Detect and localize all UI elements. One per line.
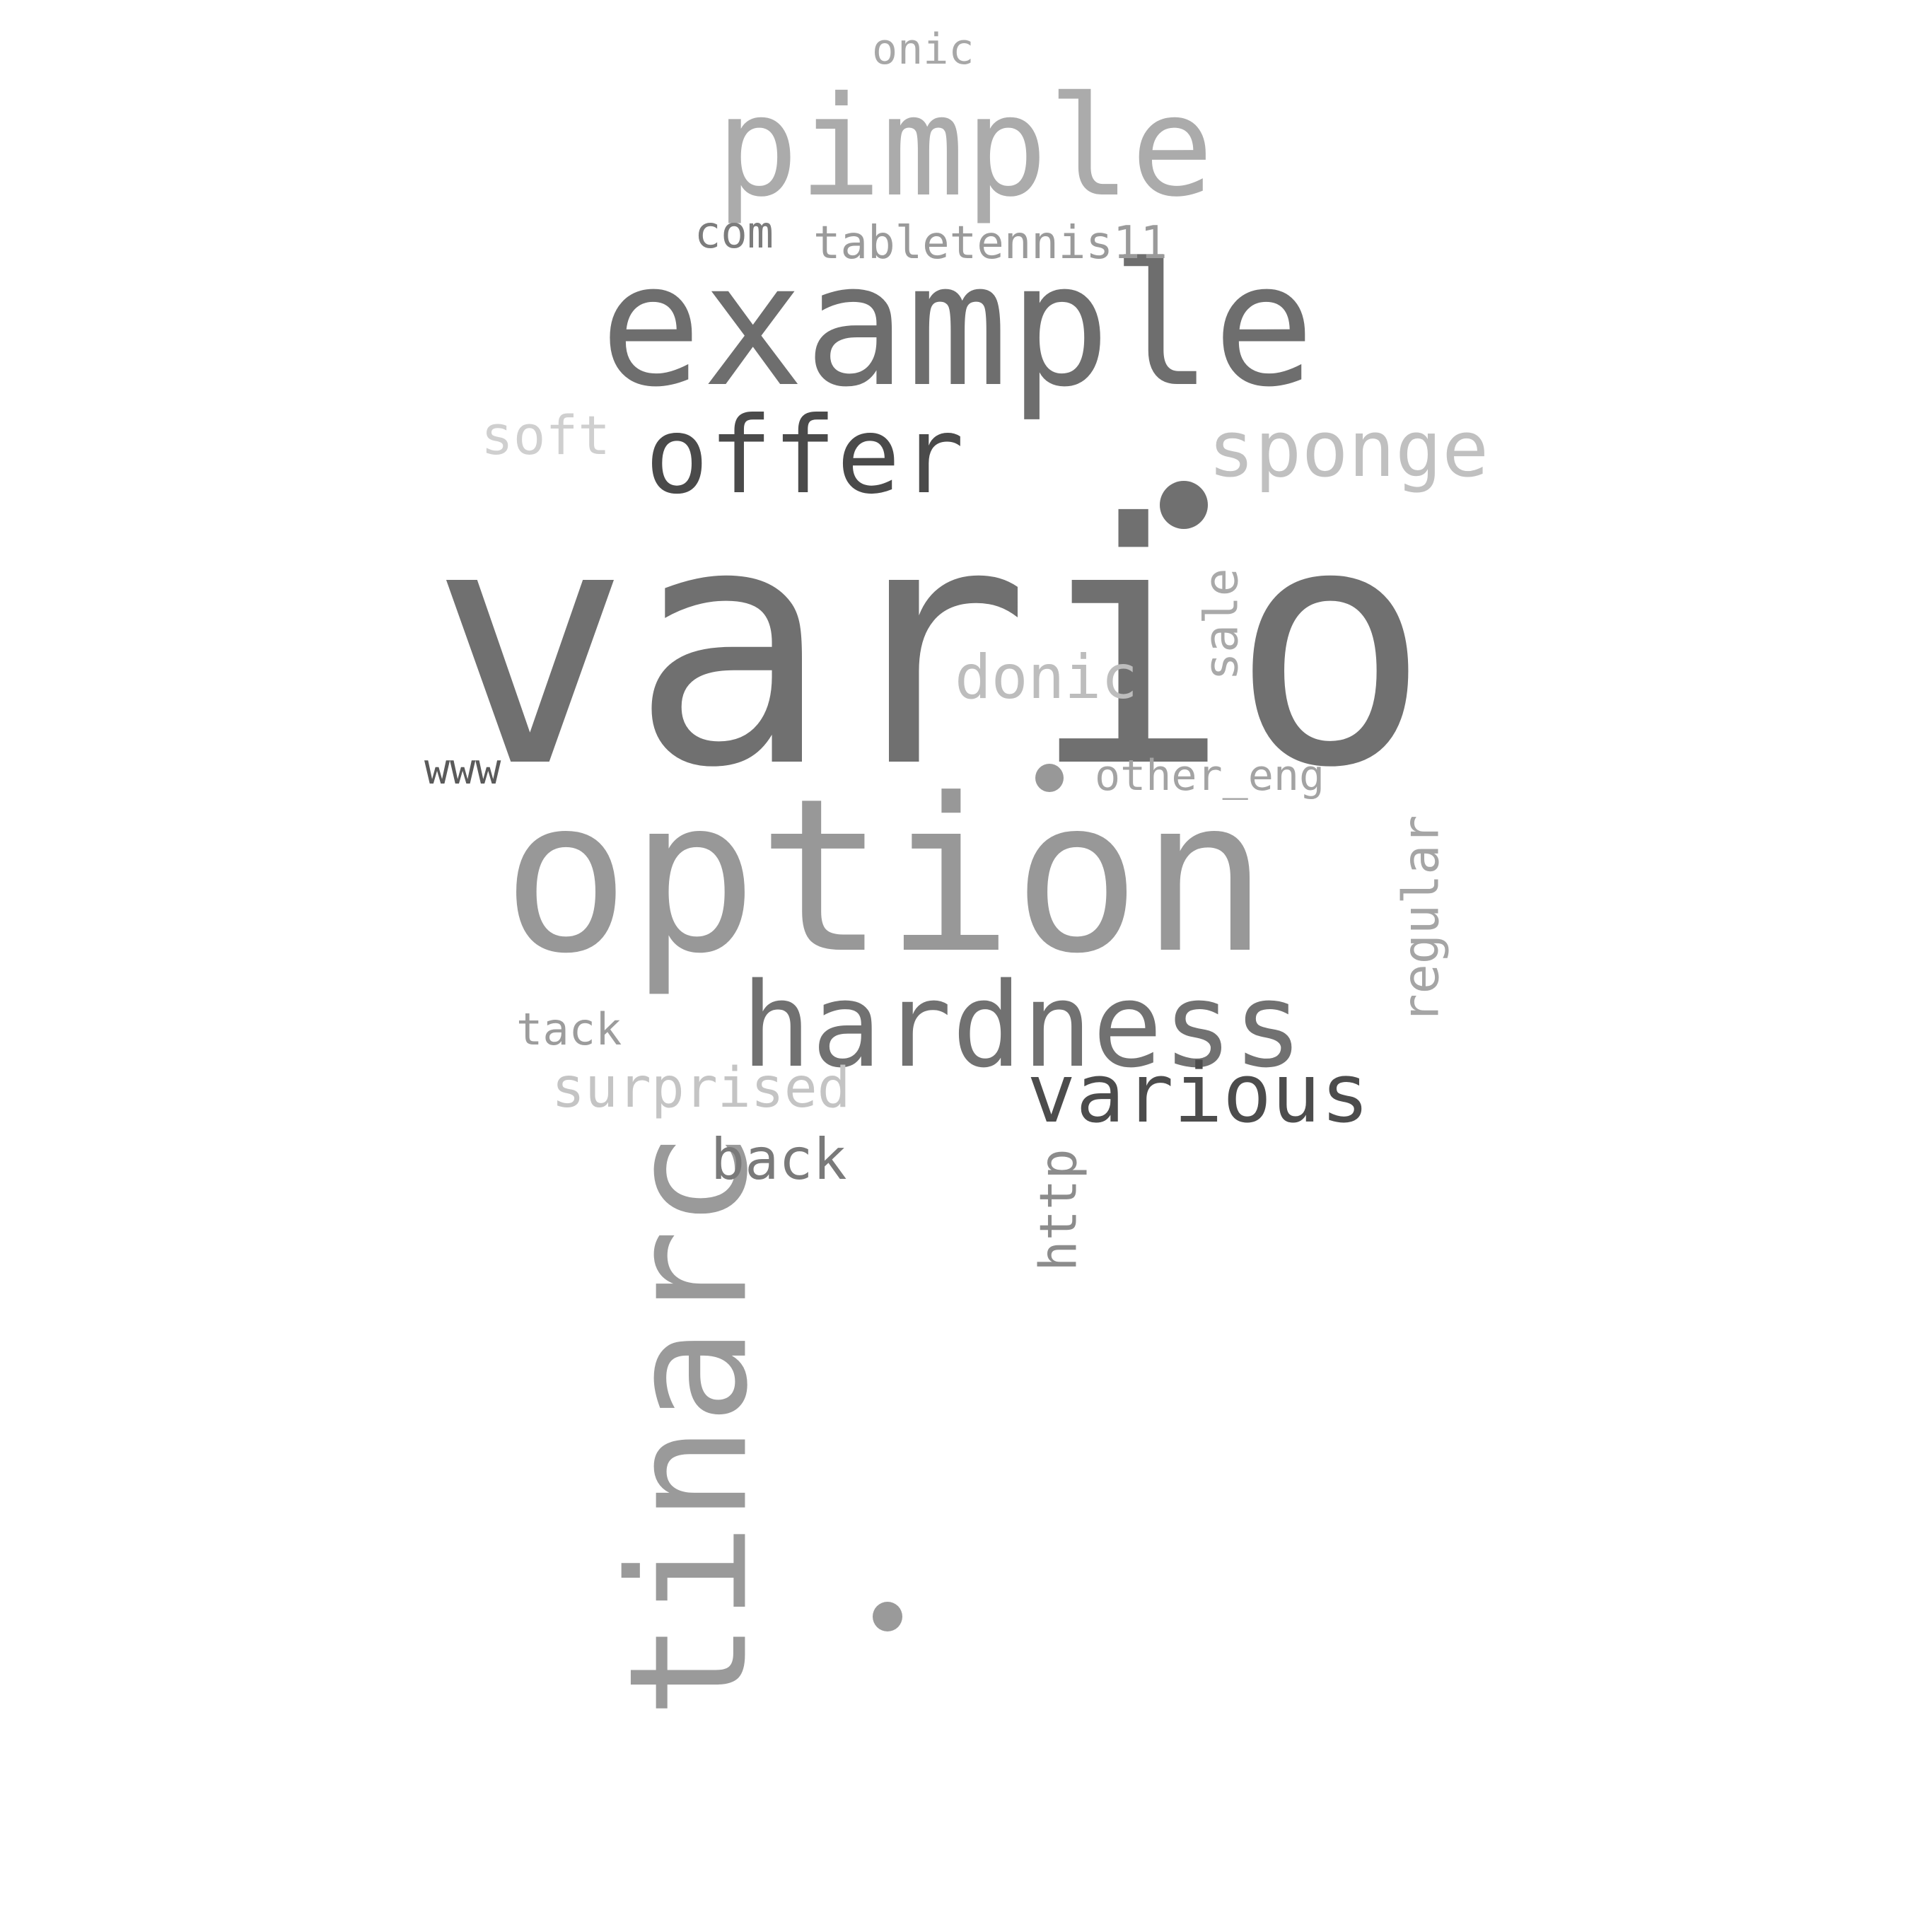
word-donic: donic [955,642,1138,713]
word-http: http [1028,1148,1088,1271]
dot-vario [1160,481,1208,529]
word-offer: offer [645,395,965,518]
word-various: various [1027,1047,1370,1141]
word-pimple: pimple [716,66,1214,227]
word-tinarc: tinarc [595,1131,784,1719]
word-com: com [694,206,774,258]
word-www: www [424,745,501,794]
word-hardness: hardness [741,958,1303,1093]
word-surprised: surprised [552,1057,851,1120]
word-other-eng: other_eng [1095,751,1325,801]
word-soft: soft [481,404,611,467]
word-regular: regular [1392,815,1450,1024]
word-option: option [502,753,1269,1000]
word-example: example [600,226,1315,424]
word-onic: onic [872,25,974,74]
word-tack: tack [516,1003,622,1055]
word-sale: sale [1194,568,1249,681]
word-vario: vario [430,453,1431,840]
dot-tinarc [873,1602,902,1631]
word-back: back [711,1127,847,1192]
word-sponge: sponge [1208,404,1489,494]
word-tabletennis: tabletennis11 [813,217,1168,269]
dot-option [1035,764,1064,792]
